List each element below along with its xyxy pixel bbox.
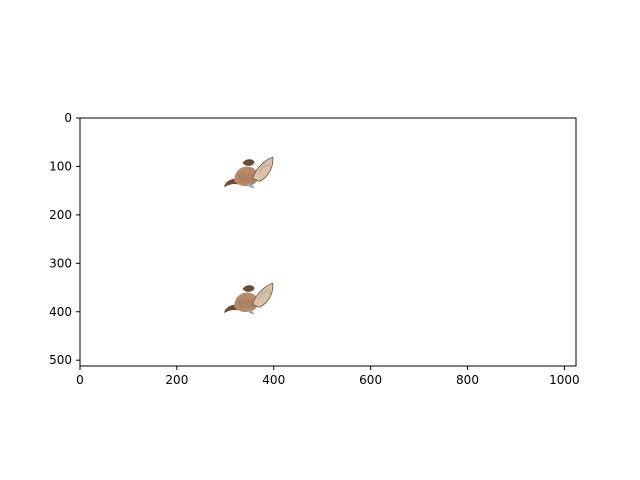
bird-feather-streak bbox=[240, 173, 245, 183]
bird-tail bbox=[246, 183, 255, 189]
y-tick-label: 200 bbox=[49, 208, 72, 222]
bird-wing-streak bbox=[260, 162, 267, 171]
bird-right-wing bbox=[252, 156, 274, 182]
bird-feather-streak bbox=[238, 173, 242, 183]
bird-head bbox=[242, 285, 255, 292]
x-tick-label: 400 bbox=[262, 373, 285, 387]
bird-wing-streak bbox=[268, 162, 271, 169]
bird-wing-streak bbox=[258, 161, 265, 174]
bird-feather-streak bbox=[248, 299, 252, 309]
bird-wing-streak bbox=[260, 288, 267, 297]
bird-feather-streak bbox=[243, 299, 247, 309]
bird-feather-streak bbox=[245, 299, 250, 309]
x-tick-label: 800 bbox=[456, 373, 479, 387]
bird-wing-streak bbox=[266, 164, 270, 168]
image-layer bbox=[224, 156, 274, 315]
y-tick-label: 0 bbox=[64, 111, 72, 125]
x-tick-label: 200 bbox=[165, 373, 188, 387]
bird-image-2 bbox=[224, 282, 274, 315]
y-tick-label: 300 bbox=[49, 256, 72, 270]
plot-area bbox=[80, 118, 576, 366]
y-tick-label: 400 bbox=[49, 305, 72, 319]
bird-feather-streak bbox=[238, 299, 242, 309]
bird-head bbox=[242, 159, 255, 166]
axes-frame bbox=[79, 117, 577, 367]
bird-feather-streak bbox=[243, 173, 247, 183]
y-tick-label: 100 bbox=[49, 159, 72, 173]
bird-wing-streak bbox=[258, 286, 265, 300]
bird-feather-streak bbox=[248, 173, 252, 183]
x-axis: 0 200 400 600 800 1000 bbox=[76, 366, 580, 387]
x-tick-label: 1000 bbox=[549, 373, 580, 387]
y-axis: 0 100 200 300 400 500 bbox=[49, 111, 80, 367]
bird-feather-streak bbox=[245, 173, 250, 183]
bird-image-1 bbox=[224, 156, 274, 189]
x-tick-label: 0 bbox=[76, 373, 84, 387]
bird-body bbox=[234, 166, 258, 187]
bird-feather-streak bbox=[250, 173, 255, 183]
bird-wing-streak bbox=[266, 290, 270, 294]
bird-body bbox=[234, 292, 258, 313]
bird-wing-streak bbox=[268, 287, 271, 295]
bird-right-wing bbox=[252, 282, 274, 308]
y-tick-label: 500 bbox=[49, 353, 72, 367]
bird-feather-streak bbox=[250, 299, 255, 309]
x-tick-label: 600 bbox=[359, 373, 382, 387]
bird-feather-streak bbox=[240, 299, 245, 309]
bird-tail bbox=[246, 309, 255, 315]
